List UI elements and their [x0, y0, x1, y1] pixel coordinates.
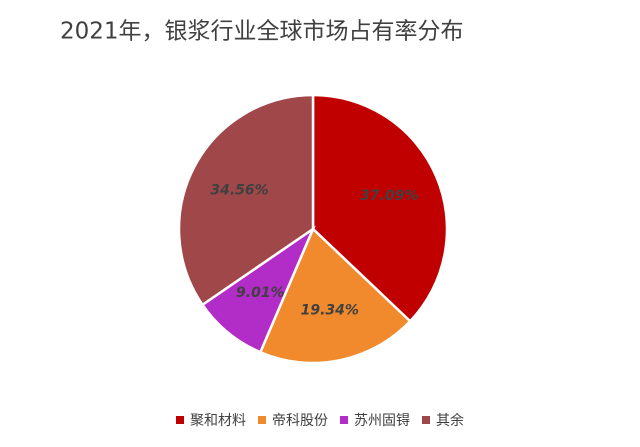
- legend-item: 其余: [422, 410, 464, 430]
- value-label: 9.01%: [236, 285, 285, 301]
- legend-item: 聚和材料: [176, 410, 246, 430]
- legend: 聚和材料 帝科股份 苏州固锝 其余: [0, 410, 640, 430]
- legend-item: 苏州固锝: [340, 410, 410, 430]
- legend-label: 苏州固锝: [354, 413, 410, 429]
- legend-label: 其余: [436, 413, 464, 429]
- pie-slice: [258, 226, 412, 365]
- legend-label: 聚和材料: [190, 413, 246, 429]
- pie-slice: [311, 93, 449, 324]
- legend-swatch: [258, 416, 266, 424]
- value-label: 34.56%: [210, 182, 268, 198]
- legend-swatch: [422, 416, 430, 424]
- value-label: 19.34%: [301, 302, 359, 318]
- pie-slice: [177, 93, 315, 307]
- chart-title: 2021年，银浆行业全球市场占有率分布: [60, 19, 464, 45]
- legend-label: 帝科股份: [272, 413, 328, 429]
- value-label: 37.09%: [360, 188, 418, 204]
- legend-swatch: [340, 416, 348, 424]
- legend-item: 帝科股份: [258, 410, 328, 430]
- legend-swatch: [176, 416, 184, 424]
